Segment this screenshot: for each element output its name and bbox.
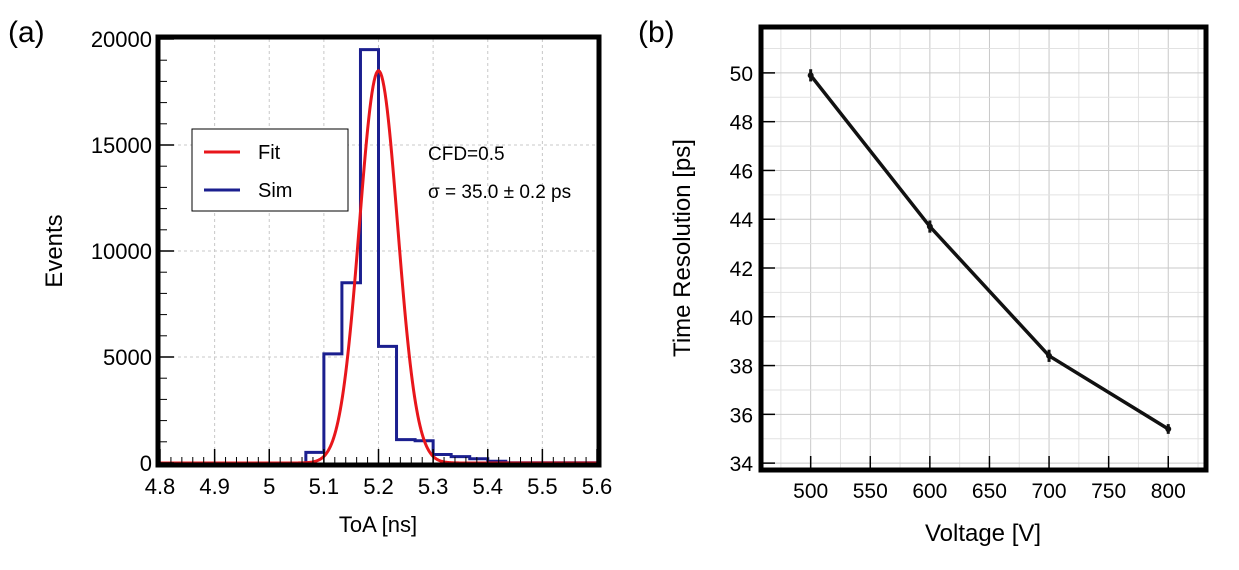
y-tick-label: 34 [730, 453, 754, 476]
x-tick-label: 5.1 [309, 474, 340, 499]
y-tick-label: 20000 [91, 27, 152, 52]
y-tick-label: 15000 [91, 133, 152, 158]
x-tick-label: 4.8 [145, 474, 176, 499]
y-tick-label: 44 [730, 209, 754, 232]
x-tick-label: 5.5 [527, 474, 558, 499]
chart-b-ylabel: Time Resolution [ps] [669, 139, 696, 357]
chart-b-ticks: 500 550 600 650 700 750 800 34 36 38 40 42 44 46 48 50 [730, 63, 1186, 503]
annotation-cfd: CFD=0.5 [428, 144, 505, 165]
y-tick-label: 48 [730, 112, 753, 135]
x-tick-label: 5.3 [418, 474, 449, 499]
y-tick-label: 40 [730, 307, 753, 330]
legend-sim-label: Sim [258, 180, 292, 202]
series-line [809, 74, 1170, 431]
chart-b-grid [763, 29, 1204, 468]
x-tick-label: 750 [1091, 480, 1126, 503]
chart-b-series [807, 69, 1172, 434]
chart-a-xlabel: ToA [ns] [339, 512, 417, 537]
x-tick-label: 700 [1032, 480, 1067, 503]
annotation-sigma: σ = 35.0 ± 0.2 ps [428, 182, 571, 203]
data-point [926, 223, 933, 230]
x-tick-label: 650 [972, 480, 1007, 503]
x-tick-label: 500 [793, 480, 828, 503]
legend-box [191, 128, 349, 212]
y-tick-label: 42 [730, 258, 753, 281]
chart-b: (b) 500 550 600 650 700 750 800 34 36 38 40 42 44 46 4… [638, 16, 1209, 547]
chart-a-ticks: 4.8 4.9 5 5.1 5.2 5.3 5.4 5.5 5.6 0 5000 10000 15000… [91, 27, 612, 499]
legend-fit-label: Fit [258, 142, 281, 164]
x-tick-label: 4.9 [199, 474, 230, 499]
data-point [1165, 425, 1172, 432]
y-tick-label: 38 [730, 356, 753, 379]
data-point [807, 72, 814, 79]
x-tick-label: 550 [853, 480, 888, 503]
panel-label-b: (b) [638, 16, 675, 49]
panel-label-a: (a) [8, 16, 45, 49]
chart-a-frame [155, 34, 602, 468]
y-tick-label: 50 [730, 63, 753, 86]
x-tick-label: 5.6 [582, 474, 613, 499]
data-point [1046, 352, 1053, 359]
chart-a: (a) 4.8 4.9 5 5.1 5.2 5.3 5.4 5.5 5.6 0 5000 10000 1… [8, 16, 612, 537]
x-tick-label: 600 [912, 480, 947, 503]
y-tick-label: 36 [730, 404, 753, 427]
y-tick-label: 10000 [91, 239, 152, 264]
x-tick-label: 5 [263, 474, 275, 499]
histogram-outline [160, 48, 597, 465]
x-tick-label: 5.4 [472, 474, 503, 499]
y-tick-label: 0 [140, 451, 152, 476]
chart-b-xlabel: Voltage [V] [925, 520, 1041, 547]
x-tick-label: 5.2 [363, 474, 394, 499]
chart-a-ylabel: Events [41, 214, 68, 287]
chart-a-sim-histogram [160, 48, 597, 465]
y-tick-label: 5000 [103, 345, 152, 370]
chart-b-frame [758, 24, 1209, 473]
y-tick-label: 46 [730, 160, 753, 183]
x-tick-label: 800 [1151, 480, 1186, 503]
chart-a-legend: Fit Sim [191, 128, 349, 212]
